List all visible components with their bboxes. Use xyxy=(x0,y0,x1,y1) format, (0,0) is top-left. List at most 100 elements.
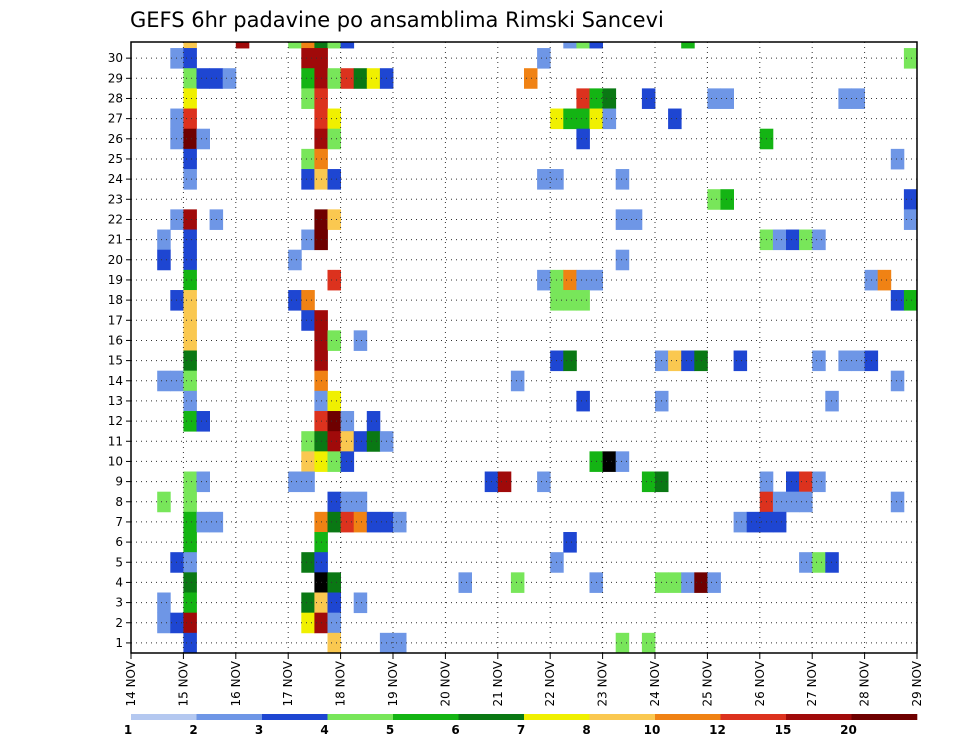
data-cell xyxy=(838,350,852,372)
data-cell xyxy=(183,68,197,89)
data-cell xyxy=(170,552,184,573)
data-cell xyxy=(615,632,630,654)
data-cell xyxy=(183,209,197,230)
colorbar-swatch xyxy=(720,714,787,720)
x-tick-label: 23 NOV xyxy=(596,660,610,706)
data-cell xyxy=(668,350,682,372)
data-cell xyxy=(681,350,695,372)
data-cell xyxy=(327,451,341,472)
colorbar-label: 1 xyxy=(124,723,132,737)
data-cell xyxy=(576,390,590,412)
y-tick-label: 21 xyxy=(108,233,123,247)
data-cell xyxy=(576,88,590,109)
data-cell xyxy=(838,88,852,109)
data-cell xyxy=(183,411,197,432)
colorbar-swatch xyxy=(393,714,459,720)
data-cell xyxy=(327,390,341,412)
data-cell xyxy=(602,88,617,109)
data-cell xyxy=(301,169,315,190)
data-cell xyxy=(353,330,368,351)
data-cell xyxy=(183,592,197,614)
colorbar-swatch xyxy=(131,714,197,720)
data-cell xyxy=(183,572,197,593)
data-cell xyxy=(301,290,315,311)
colorbar-label: 10 xyxy=(644,723,661,737)
data-cell xyxy=(602,108,617,130)
data-cell xyxy=(327,572,341,593)
y-tick-label: 4 xyxy=(115,575,123,589)
data-cell xyxy=(183,42,197,49)
y-tick-label: 7 xyxy=(115,515,123,529)
data-cell xyxy=(301,471,315,493)
data-cell xyxy=(563,42,577,49)
data-cell xyxy=(563,532,577,553)
data-cell xyxy=(183,632,197,654)
data-cell xyxy=(576,128,590,150)
data-cell xyxy=(183,471,197,493)
data-cell xyxy=(301,612,315,634)
data-cell xyxy=(327,612,341,634)
data-cell xyxy=(720,189,734,210)
x-tick-label: 21 NOV xyxy=(491,660,505,706)
data-cell xyxy=(183,511,197,533)
data-cell xyxy=(340,411,355,432)
y-tick-label: 3 xyxy=(115,596,123,610)
data-cell xyxy=(563,290,577,311)
data-cell xyxy=(340,431,355,452)
data-cell xyxy=(903,48,918,69)
data-cell xyxy=(615,209,630,230)
data-cell xyxy=(183,552,197,573)
data-cell xyxy=(196,411,210,432)
x-tick-label: 27 NOV xyxy=(805,660,819,706)
data-cell xyxy=(288,290,302,311)
data-cell xyxy=(812,229,826,251)
data-cell xyxy=(772,229,787,251)
data-cell xyxy=(641,471,656,493)
y-tick-label: 29 xyxy=(108,71,123,85)
data-cell xyxy=(746,511,761,533)
data-cell xyxy=(707,189,721,210)
x-tick-label: 22 NOV xyxy=(543,660,557,706)
data-cell xyxy=(877,269,892,291)
data-cell xyxy=(799,471,813,493)
colorbar-label: 5 xyxy=(386,723,394,737)
data-cell xyxy=(890,370,905,392)
colorbar-label: 8 xyxy=(582,723,590,737)
colorbar-swatch xyxy=(851,714,918,720)
data-cell xyxy=(510,370,525,392)
y-axis: 1234567891011121314151617181920212223242… xyxy=(108,51,131,650)
data-cell xyxy=(851,350,865,372)
data-cell xyxy=(786,491,800,513)
x-tick-label: 14 NOV xyxy=(124,660,138,706)
data-cell xyxy=(668,108,682,130)
data-cell xyxy=(327,42,341,49)
data-cell xyxy=(668,572,682,593)
data-cell xyxy=(366,431,381,452)
chart-title: GEFS 6hr padavine po ansamblima Rimski S… xyxy=(130,8,664,32)
data-cell xyxy=(301,48,315,69)
data-cell xyxy=(170,108,184,130)
data-cell xyxy=(183,249,197,271)
data-cell xyxy=(340,511,355,533)
y-tick-label: 26 xyxy=(108,132,123,146)
data-cell xyxy=(288,42,302,49)
data-cell xyxy=(615,249,630,271)
y-tick-label: 8 xyxy=(115,495,123,509)
y-tick-label: 6 xyxy=(115,535,123,549)
y-tick-label: 13 xyxy=(108,394,123,408)
data-cell xyxy=(353,511,368,533)
data-cell xyxy=(641,88,656,109)
data-cell xyxy=(799,491,813,513)
data-cell xyxy=(170,209,184,230)
y-tick-label: 15 xyxy=(108,354,123,368)
data-cell xyxy=(890,148,905,170)
data-cell xyxy=(340,491,355,513)
y-tick-label: 22 xyxy=(108,212,123,226)
data-cell xyxy=(235,42,250,49)
y-tick-label: 20 xyxy=(108,253,123,267)
data-cell xyxy=(353,491,368,513)
data-cell xyxy=(301,148,315,170)
x-axis: 14 NOV 15 NOV 16 NOV 17 NOV 18 NOV 19 NOV 20 N… xyxy=(124,653,924,707)
data-cell xyxy=(301,451,315,472)
